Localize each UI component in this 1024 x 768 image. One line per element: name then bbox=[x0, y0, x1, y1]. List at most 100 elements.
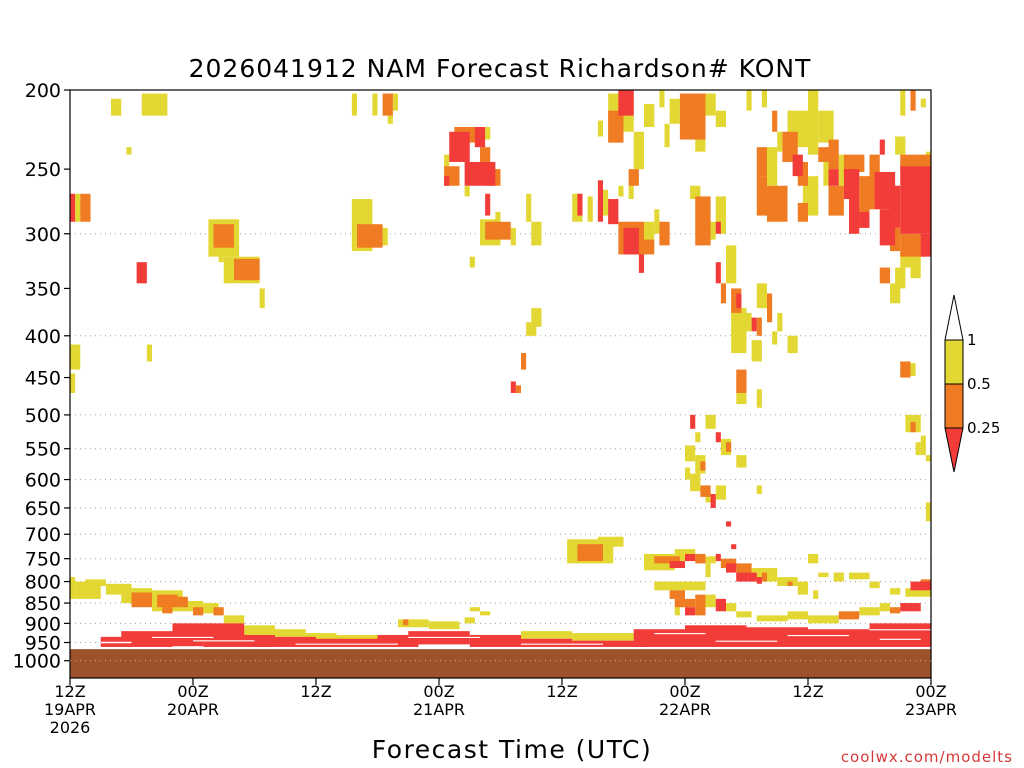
ri-patch bbox=[162, 607, 173, 614]
ri-patch bbox=[756, 615, 788, 622]
ri-patch bbox=[900, 166, 931, 234]
ri-patch bbox=[398, 619, 429, 628]
ri-patch bbox=[659, 90, 665, 108]
ri-patch bbox=[731, 544, 737, 550]
ri-patch bbox=[905, 588, 931, 597]
ground-fill bbox=[70, 649, 931, 678]
ri-patch bbox=[305, 633, 337, 641]
ri-patch bbox=[736, 572, 757, 582]
chart-title: 2026041912 NAM Forecast Richardson# KONT bbox=[189, 54, 812, 83]
y-tick-label: 600 bbox=[25, 470, 61, 492]
ri-patch bbox=[751, 317, 757, 332]
ri-patch bbox=[336, 634, 378, 641]
patch-gap bbox=[193, 640, 255, 642]
patch-gap bbox=[654, 633, 706, 635]
ri-patch bbox=[736, 611, 752, 618]
ri-patch bbox=[797, 202, 808, 222]
ri-patch bbox=[695, 553, 706, 564]
ri-patch bbox=[203, 603, 219, 614]
ri-patch bbox=[495, 211, 501, 222]
ri-patch bbox=[382, 227, 388, 246]
ri-patch bbox=[618, 185, 624, 197]
ri-patch bbox=[808, 176, 819, 216]
ri-patch bbox=[485, 193, 491, 216]
legend-top-arrow bbox=[944, 294, 964, 341]
ri-patch bbox=[654, 209, 660, 234]
x-tick-label: 23APR bbox=[905, 700, 957, 719]
ri-patch bbox=[828, 139, 839, 170]
ri-patch bbox=[485, 127, 491, 140]
ri-patch bbox=[474, 127, 486, 148]
ri-patch bbox=[638, 254, 644, 273]
x-tick-label: 21APR bbox=[413, 700, 465, 719]
ri-patch bbox=[736, 369, 747, 393]
ri-patch bbox=[480, 611, 491, 616]
ri-patch bbox=[628, 185, 634, 200]
ri-patch bbox=[756, 577, 762, 584]
y-tick-label: 700 bbox=[25, 524, 61, 546]
ri-patch bbox=[111, 98, 122, 116]
ri-patch bbox=[726, 442, 732, 452]
ri-patch bbox=[608, 110, 624, 143]
ri-patch bbox=[669, 98, 680, 124]
ri-patch bbox=[695, 131, 706, 152]
ri-patch bbox=[726, 521, 732, 527]
ri-patch bbox=[469, 607, 480, 612]
ri-patch bbox=[900, 603, 921, 612]
ri-patch bbox=[428, 621, 460, 630]
y-tick-label: 1000 bbox=[13, 651, 61, 673]
y-tick-label: 900 bbox=[25, 613, 61, 635]
x-tick-label: 00Z bbox=[915, 682, 946, 701]
y-tick-label: 550 bbox=[25, 439, 61, 461]
ri-patch bbox=[756, 485, 762, 495]
ri-patch bbox=[910, 421, 916, 433]
ri-patch bbox=[828, 185, 844, 216]
ri-patch bbox=[372, 93, 378, 116]
ri-patch bbox=[146, 344, 152, 362]
ri-patch bbox=[818, 110, 834, 143]
ri-patch bbox=[213, 224, 234, 248]
x-tick-label: 2026 bbox=[50, 718, 91, 737]
ri-patch bbox=[259, 288, 265, 309]
ri-patch bbox=[726, 603, 737, 612]
ri-patch bbox=[869, 581, 880, 589]
ri-patch bbox=[910, 581, 931, 591]
ri-patch bbox=[485, 221, 511, 240]
ri-patch bbox=[895, 267, 906, 289]
legend-bottom-arrow bbox=[944, 427, 964, 473]
ri-patch bbox=[767, 185, 788, 222]
ri-patch bbox=[756, 176, 767, 216]
patch-gap bbox=[295, 643, 398, 645]
ri-patch bbox=[633, 131, 644, 170]
ri-patch bbox=[403, 619, 409, 626]
y-axis: 200 250 300 350 400 450 500 550 600 650 700 7508008… bbox=[13, 80, 70, 673]
ri-patch bbox=[695, 196, 711, 246]
patch-gap bbox=[787, 634, 849, 637]
ri-patch bbox=[920, 435, 926, 456]
ri-patch bbox=[387, 115, 393, 124]
ri-patch bbox=[746, 90, 752, 111]
ri-patch bbox=[900, 90, 906, 116]
y-tick-label: 350 bbox=[25, 278, 61, 300]
ri-patch bbox=[808, 90, 819, 155]
ri-patch bbox=[654, 556, 680, 564]
ri-patch bbox=[756, 317, 762, 336]
ri-patch bbox=[715, 196, 726, 234]
ri-patch bbox=[669, 590, 685, 599]
x-tick-label: 22APR bbox=[659, 700, 711, 719]
ri-patch bbox=[920, 233, 931, 257]
ri-patch bbox=[849, 199, 860, 234]
ri-patch bbox=[464, 617, 475, 624]
ri-patch bbox=[464, 161, 496, 186]
x-tick-label: 19APR bbox=[44, 700, 96, 719]
ri-patch bbox=[223, 615, 245, 624]
ri-patch bbox=[890, 588, 901, 595]
ri-patch bbox=[526, 322, 537, 336]
ri-patch bbox=[715, 221, 721, 234]
ri-patch bbox=[869, 623, 931, 647]
plot-frame bbox=[69, 89, 932, 679]
ri-patch bbox=[838, 611, 860, 620]
legend-bin-mid bbox=[944, 383, 964, 429]
ri-patch bbox=[510, 227, 516, 246]
